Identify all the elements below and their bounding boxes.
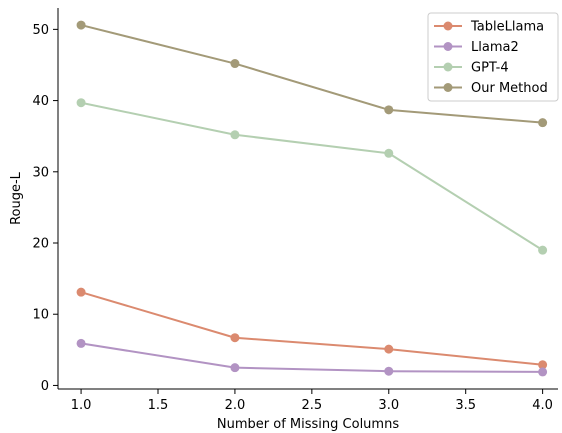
- x-tick-label: 3.5: [455, 398, 476, 413]
- legend-label-llama2: Llama2: [471, 40, 519, 55]
- data-point-gpt-4: [384, 148, 394, 158]
- data-point-our-method: [538, 118, 548, 128]
- x-tick-label: 2.5: [302, 398, 323, 413]
- data-point-gpt-4: [76, 98, 86, 108]
- data-point-tablellama: [538, 360, 548, 370]
- legend-marker-tablellama: [443, 21, 453, 31]
- legend-label-our-method: Our Method: [471, 81, 548, 96]
- series-line-our-method: [80, 24, 544, 124]
- data-point-our-method: [384, 105, 394, 115]
- data-point-llama2: [384, 366, 394, 376]
- legend-label-tablellama: TableLlama: [470, 20, 544, 35]
- series-layer: [76, 20, 548, 377]
- y-tick-label: 0: [41, 379, 49, 394]
- x-tick-label: 1.0: [71, 398, 92, 413]
- x-axis-label: Number of Missing Columns: [217, 417, 399, 432]
- data-point-gpt-4: [230, 130, 240, 140]
- y-tick-label: 30: [32, 165, 49, 180]
- data-point-our-method: [230, 59, 240, 69]
- data-point-tablellama: [230, 333, 240, 343]
- series-line-tablellama: [80, 291, 544, 366]
- legend: TableLlama Llama2 GPT-4 Our Method: [427, 12, 559, 102]
- series-line-llama2: [80, 342, 544, 373]
- legend-label-gpt-4: GPT-4: [471, 61, 509, 76]
- data-point-llama2: [538, 367, 548, 377]
- series-line-gpt-4: [80, 101, 544, 252]
- legend-marker-gpt-4: [443, 62, 453, 72]
- y-axis-label: Rouge-L: [9, 171, 24, 225]
- y-tick-label: 40: [32, 94, 49, 109]
- axes-layer: 1.0 1.5 2.0 2.5 3.0 3.5 4.0 0 10 20 30 40 50: [32, 8, 558, 413]
- data-point-llama2: [230, 363, 240, 373]
- y-tick-label: 10: [32, 308, 49, 323]
- data-point-tablellama: [76, 287, 86, 297]
- legend-frame: [427, 12, 559, 102]
- data-point-tablellama: [384, 344, 394, 354]
- y-tick-label: 50: [32, 23, 49, 38]
- x-tick-label: 4.0: [532, 398, 553, 413]
- x-tick-label: 2.0: [225, 398, 246, 413]
- data-point-llama2: [76, 338, 86, 348]
- data-point-gpt-4: [538, 245, 548, 255]
- legend-marker-llama2: [443, 42, 453, 51]
- legend-marker-our-method: [443, 83, 453, 92]
- y-tick-label: 20: [32, 237, 49, 252]
- x-tick-label: 1.5: [148, 398, 169, 413]
- data-point-our-method: [76, 20, 86, 30]
- x-tick-label: 3.0: [378, 398, 399, 413]
